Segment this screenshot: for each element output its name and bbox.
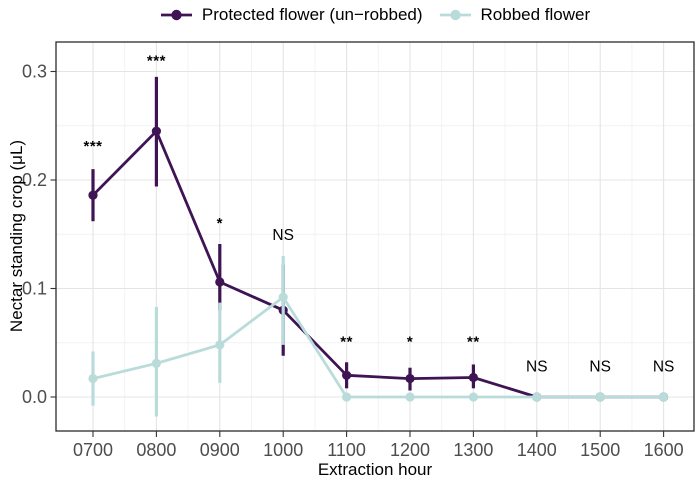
data-point: [151, 358, 161, 368]
data-point: [151, 126, 161, 136]
sig-label: *: [217, 215, 223, 232]
data-point: [342, 370, 352, 380]
sig-label: NS: [272, 227, 294, 244]
x-tick-label: 0700: [73, 440, 113, 460]
y-tick-label: 0.0: [22, 387, 47, 407]
x-tick-label: 1400: [517, 440, 557, 460]
data-point: [278, 292, 288, 302]
sig-label: NS: [526, 358, 548, 375]
data-point: [595, 392, 605, 402]
data-point: [215, 340, 225, 350]
x-tick-label: 1600: [644, 440, 684, 460]
data-point: [468, 392, 478, 402]
data-point: [342, 392, 352, 402]
sig-label: **: [340, 333, 353, 350]
data-point: [88, 190, 98, 200]
sig-label: ***: [147, 52, 166, 69]
x-tick-label: 1300: [453, 440, 493, 460]
sig-label: NS: [589, 358, 611, 375]
data-point: [88, 373, 98, 384]
chart-legend: Protected flower (un−robbed) Robbed flowe…: [56, 2, 694, 28]
x-tick-label: 0800: [136, 440, 176, 460]
axis-ticks: 0700 0800 0900 1000 1100 1200 1300 1400 1500 1600…: [22, 62, 684, 460]
legend-label: Protected flower (un−robbed): [201, 5, 423, 24]
legend-key-icon: [439, 9, 471, 21]
series-robbed: [88, 255, 669, 417]
x-tick-label: 1100: [327, 440, 366, 460]
data-point: [405, 373, 415, 384]
y-tick-label: 0.1: [22, 279, 47, 299]
data-point: [468, 372, 478, 383]
legend-label: Robbed flower: [480, 5, 591, 24]
legend-key-icon: [160, 9, 192, 21]
sig-label: **: [467, 333, 480, 350]
x-tick-label: 1500: [580, 440, 620, 460]
data-point: [405, 392, 415, 402]
y-tick-label: 0.3: [22, 62, 47, 82]
x-tick-label: 1200: [390, 440, 430, 460]
x-tick-label: 1000: [263, 440, 303, 460]
data-point: [532, 392, 542, 402]
sig-label: NS: [653, 358, 675, 375]
legend-item: Protected flower (un−robbed): [160, 5, 423, 25]
sig-label: *: [407, 333, 413, 350]
data-point: [659, 392, 669, 402]
data-point: [215, 277, 225, 287]
x-tick-label: 0900: [200, 440, 240, 460]
significance-labels: *******NS** * **NS NS NS: [83, 52, 674, 375]
sig-label: ***: [83, 138, 102, 155]
y-tick-label: 0.2: [22, 170, 47, 190]
panel-border: [55, 41, 695, 432]
y-axis-title: Nectar standing crop (μL): [7, 139, 26, 333]
legend-item: Robbed flower: [439, 5, 591, 25]
series-line: [92, 295, 664, 399]
grid-minor: [56, 42, 694, 431]
x-axis-title: Extraction hour: [317, 460, 433, 479]
